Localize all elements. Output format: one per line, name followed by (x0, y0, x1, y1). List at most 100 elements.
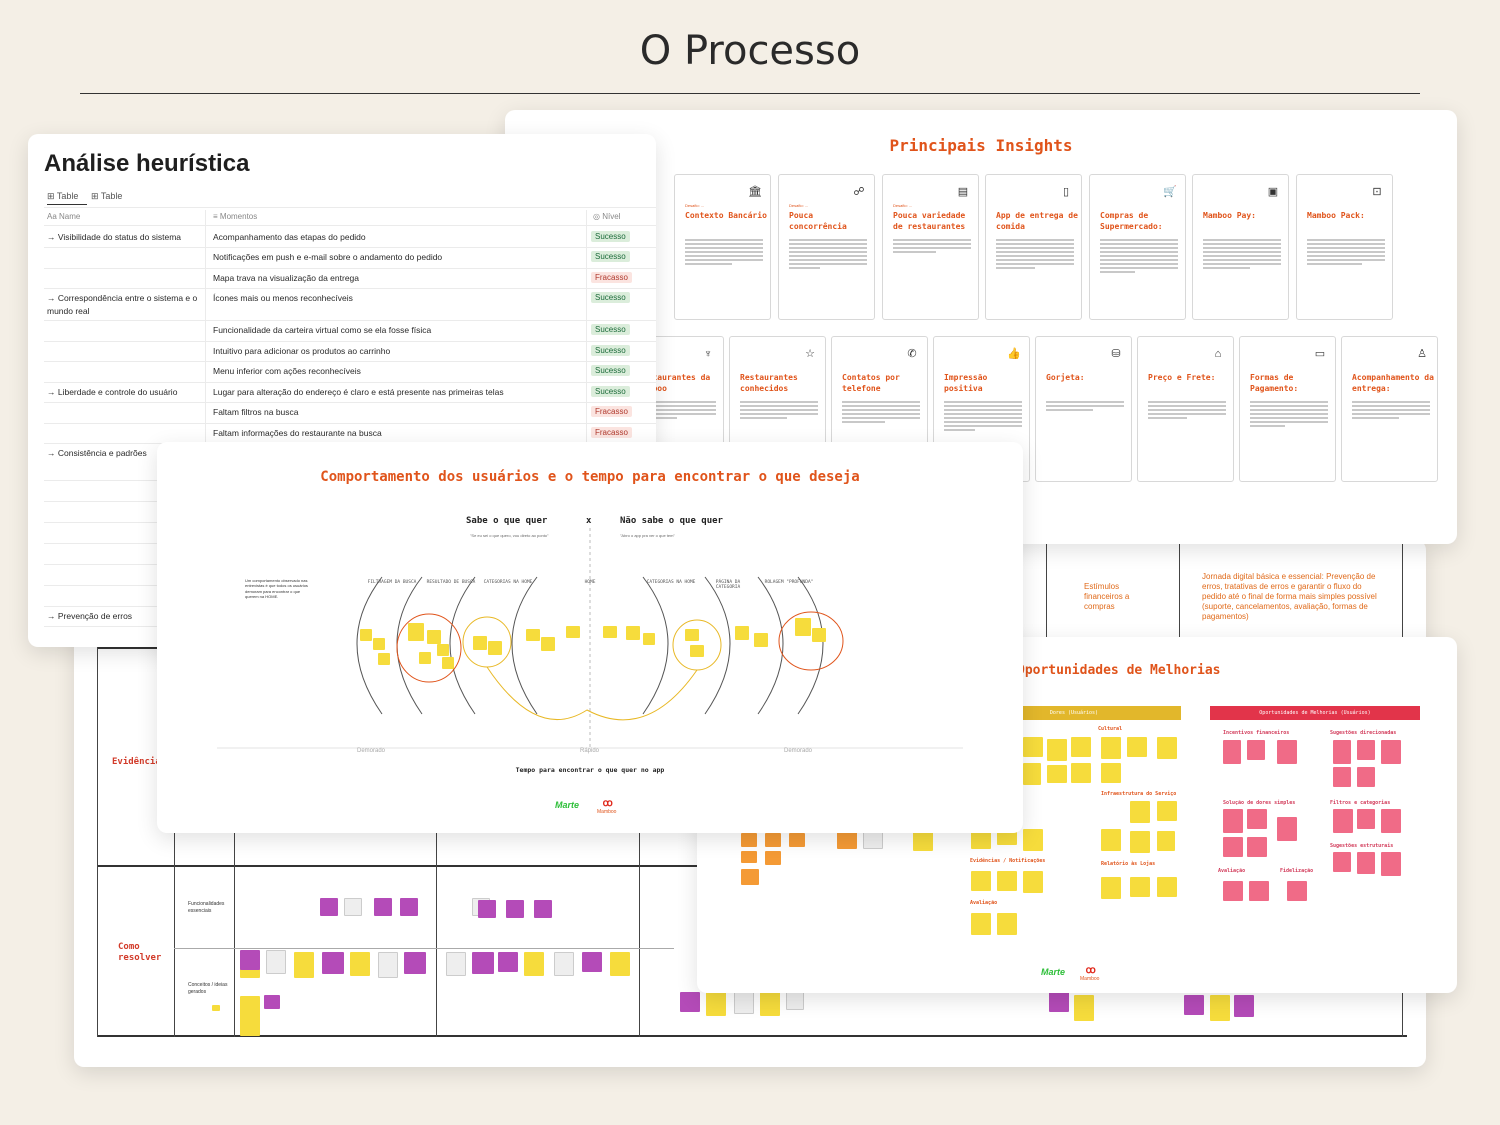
sticky-note (1381, 852, 1401, 876)
sticky-note (706, 990, 726, 1016)
connector-line (486, 666, 698, 721)
insight-title: Preço e Frete: (1148, 373, 1216, 382)
moment-cell[interactable]: Faltam filtros na busca (213, 407, 299, 417)
sticky-note (913, 831, 933, 851)
header-label: Momentos (219, 212, 258, 221)
sticky-note (266, 950, 286, 974)
status-badge[interactable]: Fracasso (591, 406, 632, 417)
insight-body (789, 239, 867, 271)
status-badge[interactable]: Sucesso (591, 292, 630, 303)
sticky-note (1287, 881, 1307, 901)
status-badge[interactable]: Sucesso (591, 251, 630, 262)
sticky-note (1071, 763, 1091, 783)
moment-cell[interactable]: Ícones mais ou menos reconhecíveis (213, 293, 353, 303)
sticky-note (1381, 740, 1401, 764)
row-divider (44, 382, 656, 383)
star-icon: ☆ (805, 348, 815, 360)
sticky-note (446, 952, 466, 976)
heuristic-name[interactable]: → Consistência e padrões (47, 448, 147, 458)
stage-label: FILTRAGEM DA BUSCA (367, 580, 417, 585)
insight-card[interactable]: 🏛 Desafio: ... Contexto Bancário (674, 174, 771, 320)
moment-cell[interactable]: Lugar para alteração do endereço é claro… (213, 387, 504, 397)
sticky-note (1130, 831, 1150, 853)
row-divider (44, 402, 656, 403)
status-badge[interactable]: Sucesso (591, 324, 630, 335)
row-divider (44, 320, 656, 321)
insight-card[interactable]: ⌂ Preço e Frete: (1137, 336, 1234, 482)
heuristic-name[interactable]: → Liberdade e controle do usuário (47, 387, 178, 397)
insight-card[interactable]: ⛁ Gorjeta: (1035, 336, 1132, 482)
moment-cell[interactable]: Funcionalidade da carteira virtual como … (213, 325, 432, 335)
insight-body (1100, 239, 1178, 275)
sticky-note (1127, 737, 1147, 757)
insight-card[interactable]: ▣ Mamboo Pay: (1192, 174, 1289, 320)
insight-tag: Desafio: ... (893, 203, 913, 208)
sticky-note (541, 637, 555, 651)
insight-card[interactable]: ▤ Desafio: ... Pouca variedade de restau… (882, 174, 979, 320)
heuristic-name[interactable]: → Correspondência entre o sistema e o mu… (47, 293, 198, 316)
sticky-note (1157, 737, 1177, 759)
sticky-note (437, 644, 449, 656)
sticky-note (741, 851, 757, 863)
column-header-moments[interactable]: ≡ Momentos (213, 212, 257, 221)
heuristic-name[interactable]: → Visibilidade do status do sistema (47, 232, 182, 242)
tab-table[interactable]: ⊞ Table (91, 191, 122, 202)
status-badge[interactable]: Sucesso (591, 365, 630, 376)
behaviour-diagram (217, 528, 963, 749)
moment-cell[interactable]: Faltam informações do restaurante na bus… (213, 428, 382, 438)
insight-card[interactable]: 🛒 Compras de Supermercado: (1089, 174, 1186, 320)
status-icon: ◎ (593, 212, 600, 221)
board-divider (174, 948, 674, 949)
sticky-note (1234, 995, 1254, 1017)
sticky-note (419, 652, 431, 664)
insight-title: Contatos por telefone (842, 373, 900, 393)
group-label: Infraestrutura do Serviço (1101, 791, 1177, 797)
sticky-note (350, 952, 370, 976)
sticky-note (1101, 737, 1121, 759)
insight-card[interactable]: ▭ Formas de Pagamento: (1239, 336, 1336, 482)
sticky-note (741, 833, 757, 847)
column-header-name[interactable]: Aa Name (47, 212, 80, 221)
board-divider (1046, 540, 1047, 637)
marte-logo: Marte (1041, 967, 1066, 977)
sticky-note (971, 829, 989, 847)
status-badge[interactable]: Sucesso (591, 231, 630, 242)
insight-body (1203, 239, 1281, 271)
insight-body (996, 239, 1074, 271)
status-badge[interactable]: Sucesso (591, 345, 630, 356)
heuristic-name[interactable]: → Prevenção de erros (47, 611, 133, 621)
insight-card[interactable]: ♙ Acompanhamento da entrega: (1341, 336, 1438, 482)
insight-card[interactable]: ▯ App de entrega de comida (985, 174, 1082, 320)
phone-icon: ▯ (1062, 186, 1070, 198)
arc (704, 576, 731, 715)
status-badge[interactable]: Fracasso (591, 272, 632, 283)
sticky-note (534, 900, 552, 918)
status-badge[interactable]: Sucesso (591, 386, 630, 397)
arc (396, 576, 423, 715)
tab-table[interactable]: ⊞ Table (47, 191, 78, 202)
moment-cell[interactable]: Intuitivo para adicionar os produtos ao … (213, 346, 391, 356)
sticky-note (765, 851, 781, 865)
column-header-level[interactable]: ◎ Nível (593, 212, 620, 221)
moment-cell[interactable]: Menu inferior com ações reconhecíveis (213, 366, 361, 376)
insight-body (685, 239, 763, 267)
status-badge[interactable]: Fracasso (591, 427, 632, 438)
sticky-note (442, 657, 454, 669)
sticky-note (1049, 992, 1069, 1012)
insight-card[interactable]: ☍ Desafio: ... Pouca concorrência (778, 174, 875, 320)
row-divider (44, 247, 656, 248)
behaviour-title: Comportamento dos usuários e o tempo par… (320, 469, 860, 485)
sticky-note (1023, 829, 1043, 851)
insight-card[interactable]: ⊡ Mamboo Pack: (1296, 174, 1393, 320)
row-divider (44, 501, 184, 502)
moment-cell[interactable]: Mapa trava na visualização da entrega (213, 273, 360, 283)
stage-label: RESULTADO DE BUSCA (426, 580, 476, 585)
row-divider (44, 268, 656, 269)
axis-label: Demorado (357, 748, 386, 754)
insight-title: Pouca variedade de restaurantes (893, 211, 966, 231)
moment-cell[interactable]: Acompanhamento das etapas do pedido (213, 232, 366, 242)
moment-cell[interactable]: Notificações em push e e-mail sobre o an… (213, 252, 443, 262)
kfc-icon: ♆ (703, 348, 713, 360)
sticky-note (643, 633, 655, 645)
sticky-note (472, 952, 494, 974)
